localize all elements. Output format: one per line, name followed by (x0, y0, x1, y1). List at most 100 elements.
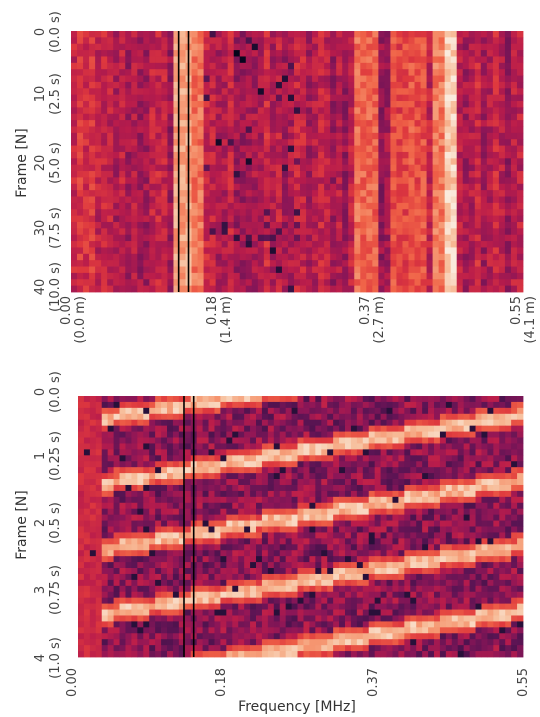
heatmap-cell (456, 260, 464, 267)
heatmap-cell (250, 520, 257, 527)
heatmap-cell (179, 43, 186, 51)
heatmap-cell (498, 126, 506, 134)
heatmap-cell (487, 496, 494, 504)
heatmap-cell (342, 113, 349, 121)
heatmap-cell (315, 407, 322, 415)
heatmap-cell (131, 496, 138, 504)
heatmap-cell (77, 285, 84, 293)
heatmap-cell (125, 508, 132, 516)
heatmap-cell (434, 473, 441, 480)
heatmap-cell (309, 396, 316, 403)
heatmap-cell (345, 443, 352, 450)
heatmap-cell (261, 502, 269, 510)
heatmap-cell (214, 449, 221, 456)
heatmap-cell (119, 260, 126, 267)
heatmap-cell (374, 455, 381, 462)
heatmap-cell (107, 443, 114, 450)
heatmap-cell (392, 532, 399, 539)
heatmap-cell (101, 107, 108, 115)
heatmap-cell (309, 449, 316, 456)
heatmap-cell (492, 215, 500, 223)
heatmap-cell (303, 461, 310, 468)
heatmap-cell (420, 234, 427, 242)
heatmap-cell (468, 126, 476, 134)
heatmap-cell (439, 514, 447, 521)
heatmap-cell (101, 43, 108, 51)
heatmap-cell (143, 190, 150, 197)
heatmap-cell (125, 526, 132, 533)
heatmap-cell (113, 75, 120, 83)
heatmap-cell (306, 81, 313, 89)
heatmap-cell (287, 234, 295, 242)
heatmap-cell (318, 272, 325, 280)
heatmap-cell (143, 241, 150, 248)
heatmap-cell (428, 396, 435, 403)
heatmap-cell (492, 107, 500, 115)
heatmap-cell (300, 126, 307, 134)
heatmap-cell (261, 467, 269, 474)
heatmap-cell (173, 234, 180, 242)
heatmap-cell (293, 145, 301, 153)
heatmap-cell (492, 43, 500, 51)
heatmap-cell (197, 50, 204, 57)
heatmap-cell (71, 145, 78, 153)
heatmap-cell (318, 266, 325, 274)
heatmap-cell (416, 484, 423, 492)
heatmap-cell (261, 473, 269, 480)
heatmap-cell (462, 75, 470, 83)
heatmap-cell (227, 139, 235, 146)
heatmap-cell (239, 81, 247, 89)
heatmap-cell (71, 196, 78, 204)
heatmap-cell (89, 538, 97, 545)
heatmap-cell (113, 279, 120, 287)
heatmap-cell (227, 75, 235, 83)
heatmap-cell (131, 520, 138, 527)
heatmap-cell (89, 228, 96, 236)
heatmap-cell (360, 81, 367, 89)
heatmap-cell (291, 431, 298, 438)
heatmap-cell (469, 520, 476, 527)
heatmap-cell (275, 37, 283, 45)
heatmap-cell (516, 151, 524, 159)
heatmap-cell (172, 473, 180, 480)
heatmap-cell (178, 484, 186, 492)
heatmap-cell (504, 113, 512, 121)
heatmap-cell (281, 228, 289, 236)
heatmap-cell (179, 228, 186, 236)
heatmap-cell (315, 455, 322, 462)
heatmap-cell (450, 247, 458, 255)
heatmap-cell (107, 467, 114, 474)
heatmap-cell (350, 467, 358, 474)
heatmap-cell (342, 241, 349, 248)
heatmap-cell (384, 158, 391, 166)
heatmap-cell (350, 419, 358, 427)
heatmap-cell (155, 508, 162, 516)
heatmap-cell (227, 190, 235, 197)
heatmap-cell (451, 437, 459, 444)
heatmap-cell (83, 461, 91, 468)
heatmap-cell (191, 132, 198, 140)
heatmap-cell (287, 272, 295, 280)
heatmap-cell (131, 461, 138, 468)
heatmap-cell (251, 215, 259, 223)
heatmap-cell (486, 132, 494, 140)
heatmap-cell (184, 514, 192, 521)
heatmap-cell (113, 94, 120, 102)
heatmap-cell (380, 449, 387, 456)
heatmap-cell (372, 126, 379, 134)
heatmap-cell (233, 202, 241, 210)
heatmap-cell (250, 461, 257, 468)
heatmap-cell (89, 151, 96, 159)
heatmap-cell (245, 50, 253, 57)
heatmap-cell (131, 151, 138, 159)
heatmap-cell (362, 520, 370, 527)
heatmap-cell (269, 158, 277, 166)
heatmap-cell (125, 183, 132, 191)
heatmap-cell (89, 56, 96, 64)
heatmap-cell (107, 419, 114, 427)
heatmap-cell (306, 158, 313, 166)
heatmap-cell (300, 164, 307, 172)
heatmap-cell (239, 279, 247, 287)
heatmap-cell (439, 484, 447, 492)
heatmap-cell (172, 437, 180, 444)
